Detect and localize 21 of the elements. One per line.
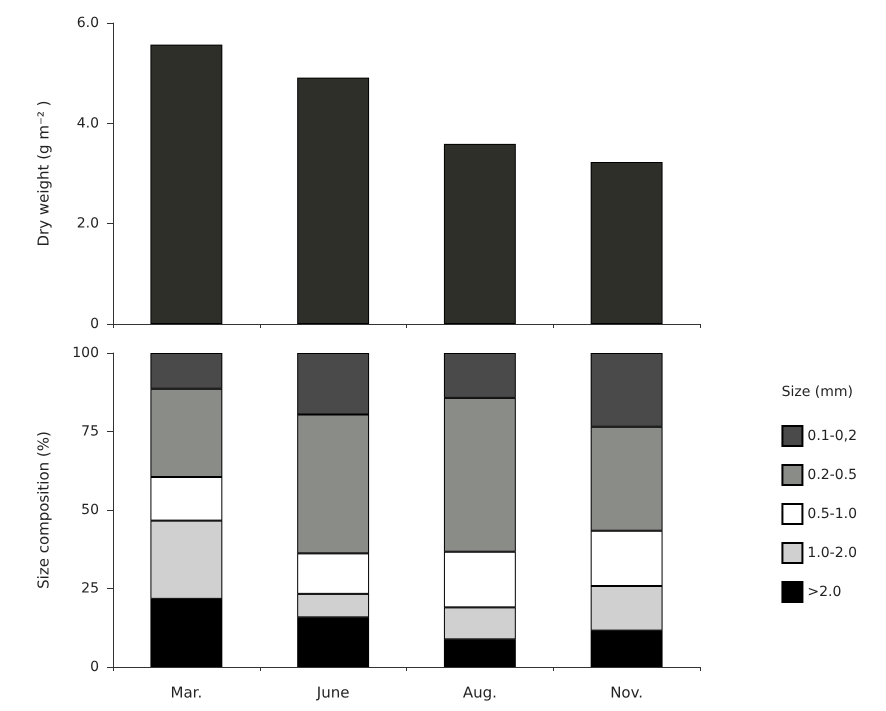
y-tick-label: 50	[81, 502, 99, 518]
y-tick-label: 0	[90, 659, 99, 675]
y-tick-label: 75	[81, 424, 99, 440]
legend-label: 0.1-0,2	[807, 428, 858, 444]
x-tick-label: June	[316, 684, 350, 702]
x-tick-label: Nov.	[610, 684, 644, 702]
y-tick-label: 100	[72, 345, 99, 361]
y-tick-label: 4.0	[76, 115, 99, 132]
legend-label: 0.5-1.0	[807, 506, 858, 522]
x-tick-label: Mar.	[170, 684, 202, 702]
y-tick-label: 6.0	[76, 15, 99, 31]
x-tick-label: Aug.	[462, 684, 497, 702]
legend-label: 0.2-0.5	[807, 467, 858, 483]
y-tick-label: 25	[81, 580, 99, 596]
y-tick-label: 0	[90, 316, 99, 332]
legend-label: 1.0-2.0	[807, 545, 858, 561]
y-axis-title: Size composition (%)	[34, 431, 52, 589]
y-axis-title: Dry weight (g m⁻² )	[34, 100, 52, 247]
y-tick-label: 2.0	[76, 216, 99, 232]
legend-label: >2.0	[807, 584, 842, 600]
legend-title: Size (mm)	[782, 384, 854, 400]
